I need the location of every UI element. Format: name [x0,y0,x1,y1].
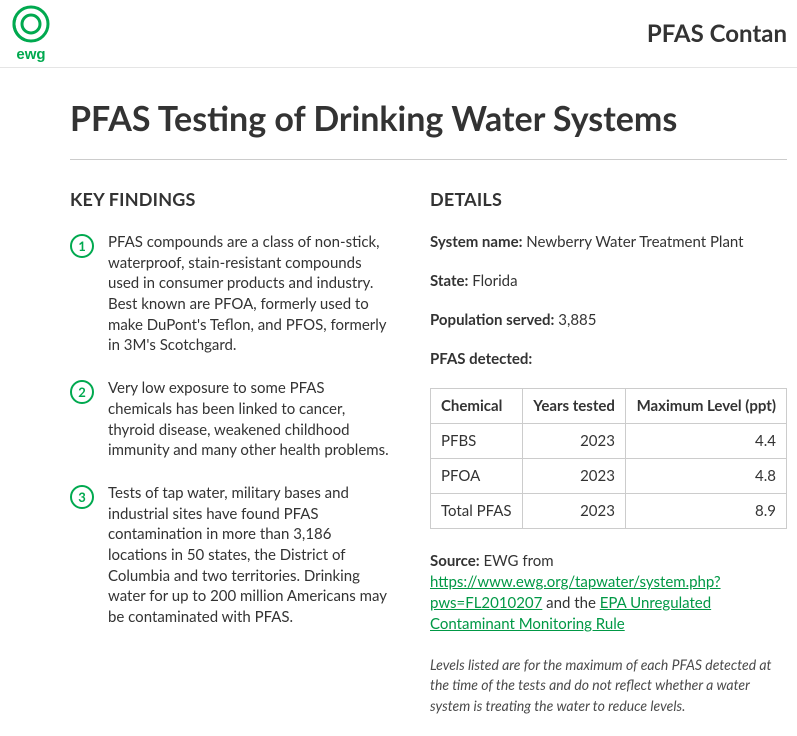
finding-text: PFAS compounds are a class of non-stick,… [108,232,390,356]
ewg-logo[interactable]: ewg [10,5,52,63]
population-value: 3,885 [554,311,596,329]
col-chemical: Chemical [431,389,523,424]
source-label: Source: [430,552,480,570]
state-value: Florida [468,272,517,290]
site-header: ewg PFAS Contan [0,0,797,68]
cell-chemical: Total PFAS [431,494,523,529]
finding-number-badge: 3 [70,485,94,509]
cell-years: 2023 [522,424,625,459]
finding-number-badge: 2 [70,380,94,404]
pfas-table: Chemical Years tested Maximum Level (ppt… [430,388,787,529]
cell-chemical: PFOA [431,459,523,494]
cell-years: 2023 [522,494,625,529]
details-section: DETAILS System name: Newberry Water Trea… [430,188,787,716]
system-name-value: Newberry Water Treatment Plant [522,233,743,251]
population-label: Population served: [430,311,554,329]
table-row: PFOA 2023 4.8 [431,459,787,494]
divider [70,159,787,160]
state-label: State: [430,272,468,290]
cell-max: 4.8 [625,459,786,494]
source-line: Source: EWG from https://www.ewg.org/tap… [430,551,787,635]
svg-text:ewg: ewg [16,46,45,63]
cell-max: 4.4 [625,424,786,459]
finding-item: 3 Tests of tap water, military bases and… [70,483,390,628]
cell-years: 2023 [522,459,625,494]
footnote: Levels listed are for the maximum of eac… [430,655,787,716]
page-title: PFAS Testing of Drinking Water Systems [70,98,787,139]
cell-max: 8.9 [625,494,786,529]
table-header-row: Chemical Years tested Maximum Level (ppt… [431,389,787,424]
header-title: PFAS Contan [52,19,787,48]
table-row: PFBS 2023 4.4 [431,424,787,459]
system-name-row: System name: Newberry Water Treatment Pl… [430,232,787,253]
col-years: Years tested [522,389,625,424]
finding-item: 1 PFAS compounds are a class of non-stic… [70,232,390,356]
source-mid: and the [542,594,599,612]
pfas-detected-label: PFAS detected: [430,349,787,370]
key-findings-section: KEY FINDINGS 1 PFAS compounds are a clas… [70,188,390,716]
finding-text: Very low exposure to some PFAS chemicals… [108,378,390,461]
table-row: Total PFAS 2023 8.9 [431,494,787,529]
details-heading: DETAILS [430,188,787,210]
key-findings-heading: KEY FINDINGS [70,188,390,210]
source-prefix: EWG from [480,552,554,570]
col-max: Maximum Level (ppt) [625,389,786,424]
population-row: Population served: 3,885 [430,310,787,331]
cell-chemical: PFBS [431,424,523,459]
state-row: State: Florida [430,271,787,292]
main-content: PFAS Testing of Drinking Water Systems K… [0,68,797,736]
finding-item: 2 Very low exposure to some PFAS chemica… [70,378,390,461]
finding-text: Tests of tap water, military bases and i… [108,483,390,628]
system-name-label: System name: [430,233,522,251]
finding-number-badge: 1 [70,234,94,258]
